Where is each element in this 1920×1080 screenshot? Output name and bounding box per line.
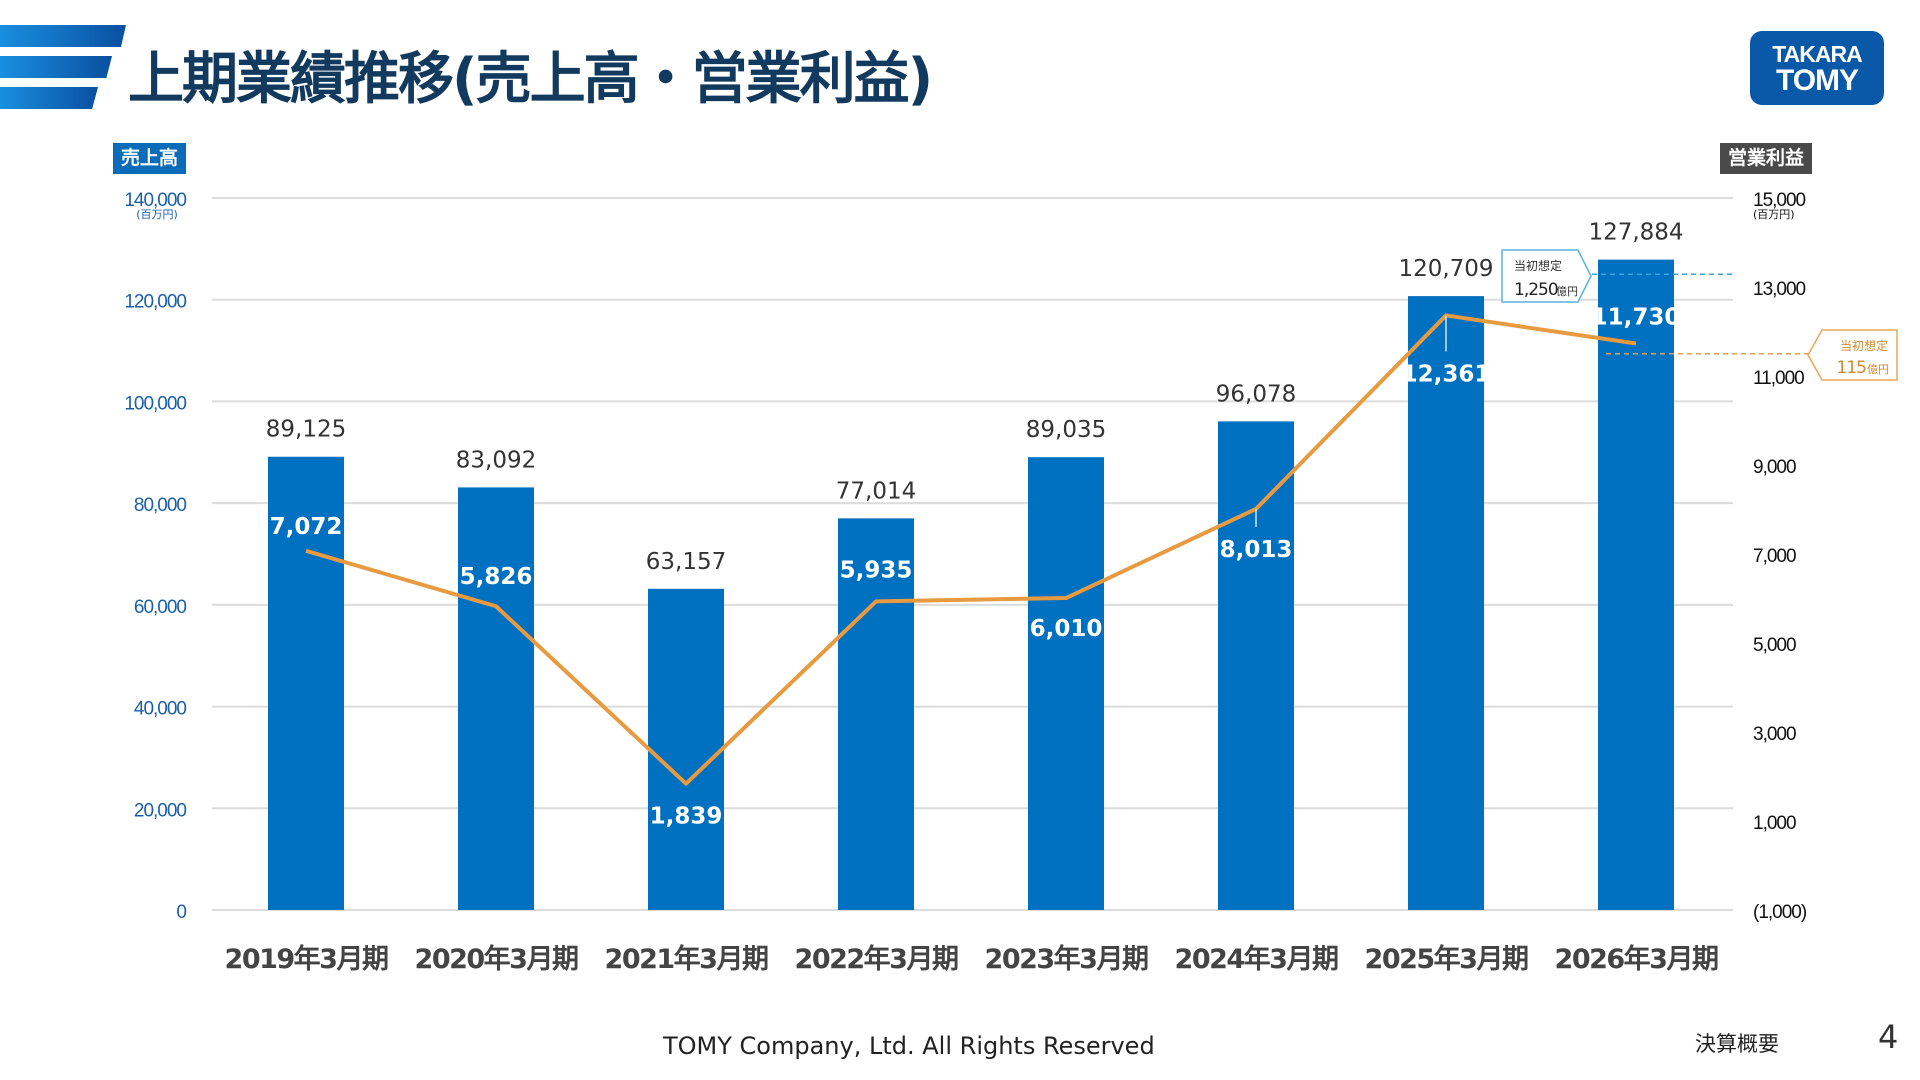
callout-label: 当初想定 bbox=[1840, 338, 1888, 353]
sales-bar bbox=[268, 456, 344, 910]
sales-value-label: 83,092 bbox=[456, 447, 536, 473]
callout-label: 当初想定 bbox=[1514, 258, 1562, 273]
callout-unit: 億円 bbox=[1867, 363, 1889, 376]
copyright: TOMY Company, Ltd. All Rights Reserved bbox=[663, 1032, 1155, 1060]
right-tick-label: 3,000 bbox=[1753, 724, 1796, 745]
sales-value-label: 89,125 bbox=[266, 417, 346, 443]
right-axis-unit: (百万円) bbox=[1753, 208, 1795, 221]
sales-value-label: 63,157 bbox=[646, 549, 726, 575]
sales-value-label: 89,035 bbox=[1026, 417, 1106, 443]
right-tick-label: 9,000 bbox=[1753, 457, 1796, 478]
sales-bar bbox=[838, 518, 914, 910]
left-tick-label: 40,000 bbox=[134, 699, 187, 720]
category-label: 2025年3月期 bbox=[1365, 943, 1528, 975]
left-tick-label: 140,000 bbox=[124, 190, 186, 211]
profit-value-label: 12,361 bbox=[1402, 361, 1491, 387]
profit-value-label: 11,730 bbox=[1592, 305, 1681, 331]
profit-value-label: 1,839 bbox=[650, 804, 723, 830]
profit-value-label: 6,010 bbox=[1030, 616, 1103, 642]
section-label: 決算概要 bbox=[1695, 1032, 1779, 1056]
category-label: 2022年3月期 bbox=[795, 943, 958, 975]
profit-value-label: 5,935 bbox=[840, 557, 913, 583]
sales-value-label: 77,014 bbox=[836, 478, 916, 504]
profit-value-label: 7,072 bbox=[270, 514, 343, 540]
right-tick-label: 13,000 bbox=[1753, 279, 1806, 300]
category-label: 2026年3月期 bbox=[1555, 943, 1718, 975]
category-label: 2019年3月期 bbox=[225, 943, 388, 975]
profit-value-label: 5,826 bbox=[460, 564, 533, 590]
category-label: 2020年3月期 bbox=[415, 943, 578, 975]
right-tick-label: (1,000) bbox=[1753, 902, 1807, 923]
right-tick-label: 7,000 bbox=[1753, 546, 1796, 567]
right-tick-label: 15,000 bbox=[1753, 190, 1806, 211]
left-tick-label: 20,000 bbox=[134, 800, 187, 821]
left-tick-label: 80,000 bbox=[134, 495, 187, 516]
right-tick-label: 5,000 bbox=[1753, 635, 1796, 656]
right-tick-label: 1,000 bbox=[1753, 813, 1796, 834]
right-tick-label: 11,000 bbox=[1753, 368, 1804, 389]
callout-value: 115 bbox=[1837, 358, 1867, 378]
sales-bar bbox=[648, 588, 724, 910]
left-tick-label: 100,000 bbox=[124, 393, 186, 414]
right-axis-badge: 営業利益 bbox=[1720, 143, 1813, 174]
sales-bar bbox=[1028, 457, 1104, 910]
page-number: 4 bbox=[1878, 1018, 1899, 1056]
sales-bar bbox=[1218, 421, 1294, 910]
sales-value-label: 96,078 bbox=[1216, 381, 1296, 407]
sales-bar bbox=[1408, 296, 1484, 910]
category-label: 2023年3月期 bbox=[985, 943, 1148, 975]
callout-unit: 億円 bbox=[1556, 285, 1578, 298]
sales-bar bbox=[1598, 259, 1674, 910]
left-tick-label: 60,000 bbox=[134, 597, 187, 618]
profit-forecast-callout bbox=[1807, 329, 1898, 381]
sales-bar bbox=[458, 487, 534, 910]
operating-profit-line bbox=[305, 313, 1637, 786]
chart: 0 20,000 40,000 60,000 80,000 100,000 120,000 1… bbox=[124, 190, 1898, 975]
takara-tomy-logo: TAKARA TOMY bbox=[1750, 31, 1884, 105]
sales-forecast-callout bbox=[1501, 249, 1592, 303]
left-axis-badge: 売上高 bbox=[113, 143, 187, 174]
page-title: 上期業績推移(売上高・営業利益) bbox=[128, 47, 933, 112]
category-label: 2024年3月期 bbox=[1175, 943, 1338, 975]
sales-value-label: 120,709 bbox=[1398, 256, 1493, 282]
profit-value-label: 8,013 bbox=[1220, 537, 1293, 563]
left-tick-label: 0 bbox=[176, 902, 186, 923]
left-axis-unit: (百万円) bbox=[136, 208, 178, 221]
category-label: 2021年3月期 bbox=[605, 943, 768, 975]
sales-value-label: 127,884 bbox=[1588, 220, 1683, 246]
left-tick-label: 120,000 bbox=[124, 292, 186, 313]
callout-value: 1,250 bbox=[1514, 280, 1558, 300]
